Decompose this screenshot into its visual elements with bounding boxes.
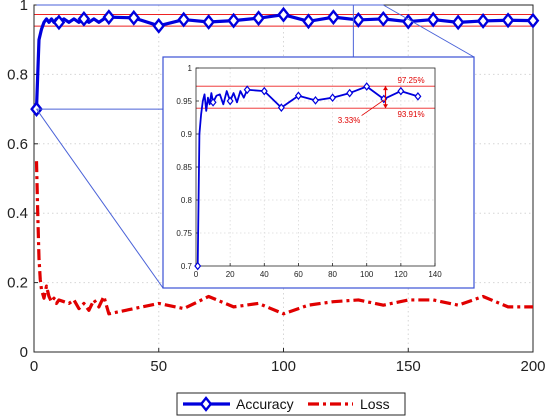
inset-x-tick-label: 60: [294, 270, 303, 279]
legend-loss-label: Loss: [360, 396, 390, 412]
accuracy-marker: [526, 12, 540, 29]
inset-y-tick-label: 0.85: [176, 163, 192, 172]
accuracy-marker: [127, 9, 141, 26]
inset-accuracy-marker: [226, 96, 234, 106]
loss-series-line: [34, 161, 533, 316]
inset-accuracy-marker: [277, 103, 285, 112]
inset-x-tick-label: 0: [194, 270, 199, 279]
accuracy-marker: [426, 11, 440, 28]
main-x-tick-label: 100: [271, 358, 296, 375]
accuracy-marker: [476, 13, 490, 29]
accuracy-marker: [102, 9, 116, 26]
difference-arrow-head-down: [382, 104, 388, 109]
inset-accuracy-marker: [312, 95, 319, 105]
inset-accuracy-marker: [194, 261, 202, 271]
accuracy-marker: [152, 17, 166, 34]
inset-x-tick-label: 40: [260, 270, 269, 279]
accuracy-marker: [77, 10, 91, 27]
inset-y-tick-label: 0.95: [176, 97, 192, 106]
accuracy-marker: [401, 13, 415, 30]
accuracy-marker: [327, 9, 340, 26]
main-x-tick-label: 0: [30, 358, 38, 375]
inset-accuracy-marker: [329, 93, 337, 103]
accuracy-marker: [227, 12, 240, 29]
main-y-tick-label: 0.6: [7, 136, 28, 153]
accuracy-marker: [501, 12, 515, 29]
zoom-connectors: [36, 4, 475, 289]
accuracy-marker: [302, 13, 315, 30]
main-x-tick-label: 150: [396, 358, 421, 375]
main-y-tick-label: 0: [20, 344, 28, 361]
inset-accuracy-marker: [363, 82, 371, 91]
inset-y-tick-label: 0.7: [181, 262, 193, 271]
zoom-connector-top-right: [383, 4, 475, 58]
inset-accuracy-marker: [346, 88, 354, 98]
accuracy-marker: [277, 6, 290, 23]
accuracy-marker: [177, 11, 191, 28]
annotation-lower-threshold: 93.91%: [397, 110, 424, 119]
accuracy-marker: [252, 10, 265, 27]
inset-accuracy-marker: [294, 91, 302, 101]
inset-y-tick-label: 1: [188, 64, 193, 73]
inset-accuracy-marker: [397, 86, 405, 96]
inset-accuracy-marker: [243, 85, 251, 95]
inset-x-tick-label: 20: [226, 270, 235, 279]
accuracy-marker: [52, 14, 66, 31]
inset-x-tick-label: 140: [428, 270, 442, 279]
inset-x-tick-label: 120: [394, 270, 408, 279]
inset-box: [162, 56, 475, 289]
accuracy-marker: [376, 10, 390, 27]
main-y-tick-label: 0.2: [7, 275, 28, 292]
difference-leader-line: [361, 99, 385, 116]
inset-x-tick-label: 100: [360, 270, 374, 279]
inset-axes: 0 20 40 60 80 100 120 140 0.7 0.75 0.8 0.85 0.9 0.95 1…: [162, 56, 475, 289]
accuracy-marker: [202, 14, 215, 30]
accuracy-marker: [352, 12, 365, 28]
main-y-tick-label: 1: [20, 0, 28, 14]
inset-y-tick-label: 0.9: [181, 130, 193, 139]
legend-box: [176, 392, 406, 416]
annotation-upper-threshold: 97.25%: [397, 76, 424, 85]
inset-y-tick-label: 0.8: [181, 196, 193, 205]
zoom-connector-bottom-left: [36, 108, 164, 289]
accuracy-marker: [451, 14, 465, 31]
main-y-tick-label: 0.4: [7, 205, 28, 222]
legend: Accuracy Loss: [176, 392, 406, 416]
main-x-tick-label: 200: [520, 358, 545, 375]
inset-accuracy-marker: [260, 86, 268, 96]
main-x-tick-label: 50: [150, 358, 167, 375]
inset-accuracy-marker: [414, 92, 422, 101]
inset-x-tick-label: 80: [328, 270, 337, 279]
main-y-tick-label: 0.8: [7, 66, 28, 83]
inset-accuracy-marker: [209, 97, 217, 107]
legend-accuracy-marker: [199, 396, 213, 412]
difference-arrow-head-up: [382, 86, 388, 91]
inset-y-tick-label: 0.75: [176, 229, 192, 238]
annotation-difference: 3.33%: [338, 116, 361, 125]
legend-accuracy-label: Accuracy: [236, 396, 294, 412]
